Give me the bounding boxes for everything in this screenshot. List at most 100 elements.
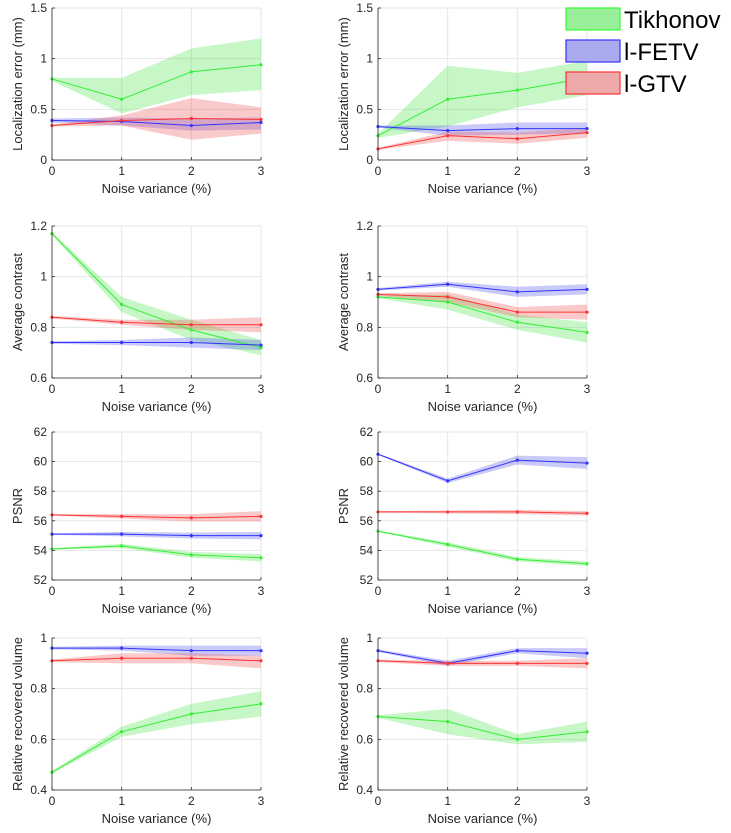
band-tikhonov: [378, 530, 587, 566]
x-tick-label: 1: [444, 794, 451, 808]
y-tick-label: 0.4: [30, 783, 47, 797]
data-point-l-fetv: [189, 534, 193, 538]
x-tick-label: 3: [584, 584, 591, 598]
data-point-l-gtv: [120, 656, 124, 660]
band-l-gtv: [52, 653, 261, 669]
x-tick-label: 1: [118, 164, 125, 178]
y-tick-label: 60: [34, 455, 48, 469]
series-line-tikhonov: [51, 233, 262, 349]
data-point-l-fetv: [189, 123, 193, 128]
y-tick-label: 0: [40, 153, 47, 167]
data-point-l-fetv: [515, 458, 519, 462]
data-point-l-fetv: [446, 282, 450, 286]
y-axis-label: PSNR: [336, 488, 351, 524]
y-tick-label: 1: [366, 270, 373, 284]
data-point-l-fetv: [585, 126, 589, 131]
chart-panel: 0 1 2 3 0.6 0.8 1 1.2 Noise variance (%) Average …: [10, 219, 265, 414]
x-tick-label: 3: [584, 382, 591, 396]
band-l-fetv: [52, 337, 261, 351]
data-point-l-gtv: [446, 134, 450, 138]
data-point-tikhonov: [259, 346, 263, 350]
y-tick-label: 0.6: [356, 732, 373, 746]
legend-swatch-l-fetv: [565, 39, 621, 63]
data-point-l-fetv: [259, 534, 263, 538]
x-tick-label: 1: [118, 794, 125, 808]
y-tick-label: 0.8: [30, 682, 47, 696]
data-point-l-gtv: [515, 310, 519, 314]
chart-panel: 0 1 2 3 52 54 56 58 60 62 Noise variance (%) PSNR: [10, 425, 265, 616]
data-point-tikhonov: [189, 553, 193, 557]
series-line-tikhonov: [51, 703, 262, 773]
data-point-l-fetv: [120, 532, 124, 536]
data-point-l-gtv: [259, 659, 263, 663]
series-line-l-gtv: [51, 514, 262, 519]
chart-panel: 0 1 2 3 0.6 0.8 1 1.2 Noise variance (%) Average …: [336, 219, 591, 414]
y-tick-label: 1.2: [356, 219, 373, 233]
x-axis-label: Noise variance (%): [428, 601, 538, 616]
data-point-l-fetv: [259, 649, 263, 653]
x-tick-label: 1: [444, 164, 451, 178]
data-point-tikhonov: [446, 300, 450, 304]
y-axis-label: Relative recovered volume: [10, 637, 25, 791]
data-point-l-gtv: [585, 661, 589, 665]
series-line-l-fetv: [52, 342, 262, 346]
x-tick-label: 2: [514, 382, 521, 396]
x-tick-label: 2: [188, 794, 195, 808]
legend: Tikhonov l-FETV l-GTV: [565, 7, 721, 98]
data-point-l-gtv: [585, 511, 589, 515]
y-axis-label: Relative recovered volume: [336, 637, 351, 791]
data-point-l-fetv: [515, 126, 519, 131]
x-tick-label: 0: [375, 164, 382, 178]
data-point-l-fetv: [259, 120, 263, 125]
series-line-l-gtv: [377, 293, 587, 313]
chart-panel: 0 1 2 3 0 0.5 1 1.5 Noise variance (%) Localizati…: [10, 1, 265, 196]
y-tick-label: 0.8: [30, 320, 47, 334]
x-tick-label: 3: [258, 164, 265, 178]
series-line-tikhonov: [377, 77, 588, 137]
data-point-tikhonov: [120, 730, 124, 734]
y-tick-label: 0.4: [356, 783, 373, 797]
data-point-tikhonov: [585, 330, 589, 334]
series-line-tikhonov: [377, 530, 588, 565]
data-point-tikhonov: [120, 302, 124, 307]
y-tick-label: 1: [40, 52, 47, 66]
data-point-tikhonov: [120, 544, 124, 548]
data-point-l-fetv: [120, 646, 124, 650]
y-tick-label: 62: [34, 425, 48, 439]
x-tick-label: 1: [118, 382, 125, 396]
data-point-tikhonov: [120, 97, 124, 101]
y-tick-label: 0.5: [30, 102, 47, 116]
x-tick-label: 2: [188, 164, 195, 178]
x-tick-label: 0: [49, 164, 56, 178]
y-tick-label: 56: [360, 514, 374, 528]
series-line-l-fetv: [52, 533, 261, 537]
x-tick-label: 0: [49, 382, 56, 396]
x-tick-label: 1: [444, 382, 451, 396]
band-tikhonov: [52, 543, 261, 562]
y-tick-label: 1: [366, 631, 373, 645]
x-tick-label: 0: [49, 794, 56, 808]
series-line-l-fetv: [52, 647, 261, 652]
series-line-l-fetv: [377, 283, 588, 293]
x-tick-label: 3: [258, 382, 265, 396]
y-axis-label: Average contrast: [336, 253, 351, 351]
data-point-tikhonov: [259, 556, 263, 560]
series-line-tikhonov: [51, 64, 262, 100]
x-tick-label: 2: [514, 164, 521, 178]
band-l-fetv: [378, 122, 587, 136]
y-tick-label: 1: [40, 270, 47, 284]
x-tick-label: 2: [188, 382, 195, 396]
band-tikhonov: [52, 38, 261, 114]
data-point-l-fetv: [446, 129, 450, 133]
chart-panel: 0 1 2 3 52 54 56 58 60 62 Noise variance (%) PSNR: [336, 425, 591, 616]
x-tick-label: 3: [258, 584, 265, 598]
data-point-tikhonov: [585, 730, 589, 734]
data-point-l-gtv: [259, 117, 263, 122]
band-l-gtv: [378, 509, 587, 516]
series-line-l-fetv: [51, 119, 262, 127]
legend-swatch-tikhonov: [565, 7, 621, 31]
chart-panels: 0 1 2 3 0 0.5 1 1.5 Noise variance (%) Localizati…: [10, 1, 591, 826]
series-line-l-gtv: [377, 132, 588, 150]
band-tikhonov: [378, 708, 587, 745]
